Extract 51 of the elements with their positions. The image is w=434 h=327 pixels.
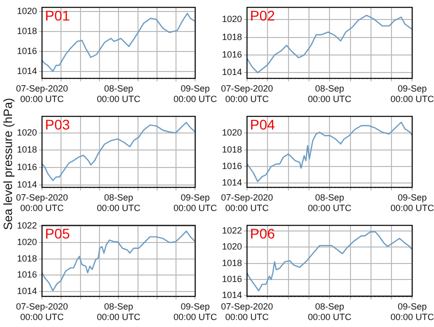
x-tick-label: 07-Sep-2020 00:00 UTC xyxy=(16,301,68,322)
x-tick-label: 09-Sep 00:00 UTC xyxy=(390,192,434,214)
y-tick-label: 1020 xyxy=(16,237,38,248)
y-tick-label: 1020 xyxy=(222,242,242,252)
x-tick-label: 08-Sep 00:00 UTC xyxy=(96,83,141,104)
x-tick-label: 09-Sep 00:00 UTC xyxy=(173,83,218,104)
x-tick-label: 09-Sep 00:00 UTC xyxy=(173,301,218,322)
chart-title: P02 xyxy=(250,7,276,24)
y-tick-label: 1016 xyxy=(222,50,242,60)
y-tick-label: 1014 xyxy=(222,67,242,78)
y-axis-title: Sea level pressure (hPa) xyxy=(1,97,16,230)
x-tick-label: 08-Sep 00:00 UTC xyxy=(308,301,352,322)
y-tick-label: 1014 xyxy=(222,178,242,188)
x-tick-label: 07-Sep-2020 00:00 UTC xyxy=(220,192,274,214)
x-tick-label: 07-Sep-2020 00:00 UTC xyxy=(220,301,274,322)
y-tick-label: 1016 xyxy=(222,161,242,171)
y-tick-label: 1018 xyxy=(16,26,38,36)
y-tick-label: 1018 xyxy=(222,144,242,154)
y-tick-label: 1016 xyxy=(222,274,242,284)
y-tick-label: 1016 xyxy=(16,46,38,56)
x-tick-label: 07-Sep-2020 00:00 UTC xyxy=(16,192,68,214)
y-tick-label: 1020 xyxy=(222,14,242,24)
x-tick-label: 07-Sep-2020 00:00 UTC xyxy=(16,83,68,104)
y-tick-label: 1016 xyxy=(16,162,38,172)
y-tick-label: 1020 xyxy=(16,127,38,138)
chart-title: P01 xyxy=(45,7,70,24)
x-tick-label: 08-Sep 00:00 UTC xyxy=(308,83,352,104)
chart-title: P05 xyxy=(45,225,70,242)
y-tick-label: 1022 xyxy=(222,226,242,236)
chart-title: P06 xyxy=(250,225,276,242)
y-tick-label: 1020 xyxy=(16,6,38,16)
x-tick-label: 07-Sep-2020 00:00 UTC xyxy=(220,83,274,104)
y-tick-label: 1018 xyxy=(222,258,242,268)
x-tick-label: 08-Sep 00:00 UTC xyxy=(96,301,141,322)
y-tick-label: 1018 xyxy=(16,253,38,264)
y-tick-label: 1014 xyxy=(222,290,242,300)
y-tick-label: 1014 xyxy=(16,286,38,296)
x-tick-label: 08-Sep 00:00 UTC xyxy=(308,192,352,214)
x-tick-label: 08-Sep 00:00 UTC xyxy=(96,192,141,214)
y-tick-label: 1022 xyxy=(16,220,38,231)
chart-title: P04 xyxy=(250,116,276,132)
y-tick-label: 1020 xyxy=(222,128,242,138)
y-tick-label: 1014 xyxy=(16,179,38,190)
y-tick-label: 1018 xyxy=(222,32,242,42)
y-tick-label: 1018 xyxy=(16,144,38,155)
chart-title: P03 xyxy=(45,116,70,132)
y-tick-label: 1014 xyxy=(16,66,38,76)
y-tick-label: 1016 xyxy=(16,270,38,280)
x-tick-label: 09-Sep 00:00 UTC xyxy=(173,192,218,214)
x-tick-label: 09-Sep 00:00 UTC xyxy=(390,301,434,322)
x-tick-label: 09-Sep 00:00 UTC xyxy=(390,83,434,104)
